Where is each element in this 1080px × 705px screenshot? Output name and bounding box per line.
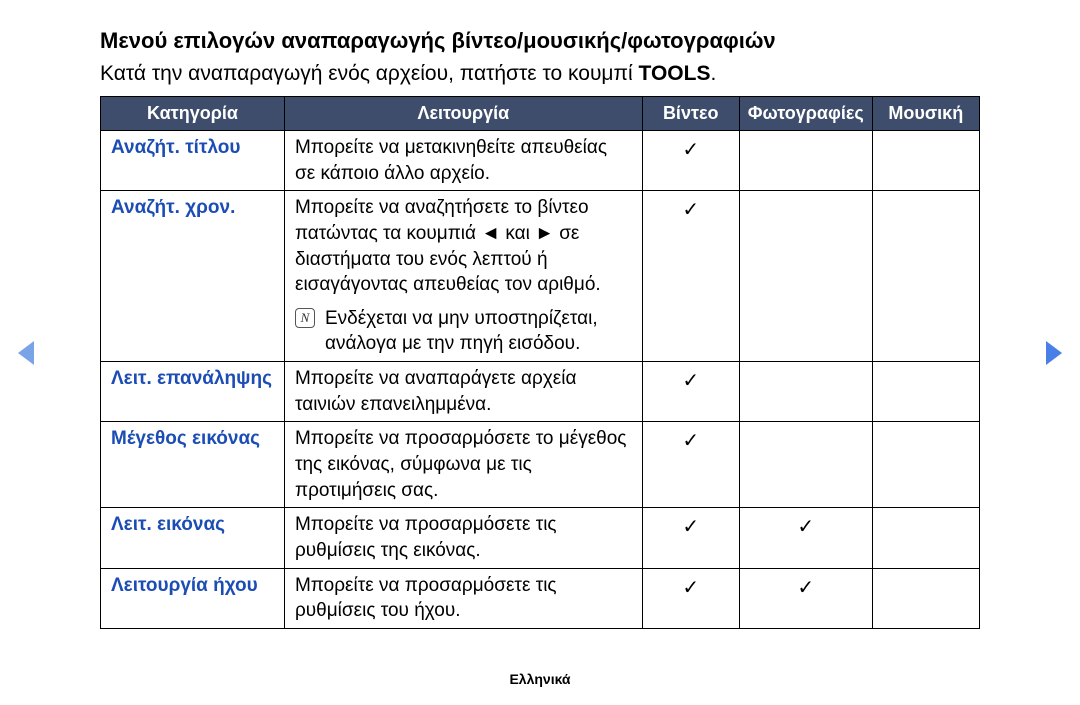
note-icon: N [295, 308, 315, 328]
music-cell [872, 191, 979, 362]
page-content: Μενού επιλογών αναπαραγωγής βίντεο/μουσι… [0, 0, 1080, 629]
function-desc: Μπορείτε να προσαρμόσετε τις ρυθμίσεις τ… [295, 512, 632, 563]
check-icon: ✓ [682, 577, 699, 599]
music-cell [872, 131, 979, 191]
function-desc: Μπορείτε να προσαρμόσετε τις ρυθμίσεις τ… [295, 573, 632, 624]
table-row: Λειτ. εικόναςΜπορείτε να προσαρμόσετε τι… [101, 508, 980, 568]
table-row: Αναζήτ. τίτλουΜπορείτε να μετακινηθείτε … [101, 131, 980, 191]
subtitle-tools: TOOLS [639, 62, 711, 85]
note-row: N Ενδέχεται να μην υποστηρίζεται, ανάλογα… [295, 306, 632, 357]
video-cell: ✓ [642, 362, 739, 422]
function-desc: Μπορείτε να μετακινηθείτε απευθείας σε κ… [295, 135, 632, 186]
subtitle-pre: Κατά την αναπαραγωγή ενός αρχείου, πατήσ… [100, 62, 639, 85]
function-cell: Μπορείτε να προσαρμόσετε τις ρυθμίσεις τ… [284, 568, 642, 628]
table-row: Λειτ. επανάληψηςΜπορείτε να αναπαράγετε … [101, 362, 980, 422]
category-cell: Λειτουργία ήχου [101, 568, 285, 628]
function-cell: Μπορείτε να προσαρμόσετε τις ρυθμίσεις τ… [284, 508, 642, 568]
table-body: Αναζήτ. τίτλουΜπορείτε να μετακινηθείτε … [101, 131, 980, 629]
check-icon: ✓ [682, 370, 699, 392]
function-cell: Μπορείτε να προσαρμόσετε το μέγεθος της … [284, 422, 642, 508]
photos-cell: ✓ [739, 508, 872, 568]
music-cell [872, 422, 979, 508]
video-cell: ✓ [642, 508, 739, 568]
category-cell: Αναζήτ. χρον. [101, 191, 285, 362]
nav-prev-icon[interactable] [18, 341, 34, 365]
photos-cell [739, 422, 872, 508]
nav-next-icon[interactable] [1046, 341, 1062, 365]
photos-cell [739, 131, 872, 191]
function-desc: Μπορείτε να προσαρμόσετε το μέγεθος της … [295, 426, 632, 503]
check-icon: ✓ [797, 577, 814, 599]
page-title: Μενού επιλογών αναπαραγωγής βίντεο/μουσι… [100, 28, 980, 54]
check-icon: ✓ [797, 516, 814, 538]
footer-language: Ελληνικά [0, 671, 1080, 687]
photos-cell [739, 362, 872, 422]
col-photos: Φωτογραφίες [739, 97, 872, 131]
function-cell: Μπορείτε να αναζητήσετε το βίντεο πατώντ… [284, 191, 642, 362]
video-cell: ✓ [642, 568, 739, 628]
check-icon: ✓ [682, 516, 699, 538]
page-subtitle: Κατά την αναπαραγωγή ενός αρχείου, πατήσ… [100, 62, 980, 86]
video-cell: ✓ [642, 191, 739, 362]
table-row: Λειτουργία ήχουΜπορείτε να προσαρμόσετε … [101, 568, 980, 628]
options-table: Κατηγορία Λειτουργία Βίντεο Φωτογραφίες … [100, 96, 980, 629]
table-header-row: Κατηγορία Λειτουργία Βίντεο Φωτογραφίες … [101, 97, 980, 131]
function-cell: Μπορείτε να αναπαράγετε αρχεία ταινιών ε… [284, 362, 642, 422]
col-video: Βίντεο [642, 97, 739, 131]
col-function: Λειτουργία [284, 97, 642, 131]
category-cell: Λειτ. επανάληψης [101, 362, 285, 422]
check-icon: ✓ [682, 139, 699, 161]
photos-cell: ✓ [739, 568, 872, 628]
photos-cell [739, 191, 872, 362]
music-cell [872, 362, 979, 422]
function-cell: Μπορείτε να μετακινηθείτε απευθείας σε κ… [284, 131, 642, 191]
music-cell [872, 508, 979, 568]
check-icon: ✓ [682, 430, 699, 452]
music-cell [872, 568, 979, 628]
function-desc: Μπορείτε να αναζητήσετε το βίντεο πατώντ… [295, 195, 632, 298]
category-cell: Μέγεθος εικόνας [101, 422, 285, 508]
col-category: Κατηγορία [101, 97, 285, 131]
note-text: Ενδέχεται να μην υποστηρίζεται, ανάλογα … [325, 306, 632, 357]
col-music: Μουσική [872, 97, 979, 131]
category-cell: Αναζήτ. τίτλου [101, 131, 285, 191]
video-cell: ✓ [642, 131, 739, 191]
function-desc: Μπορείτε να αναπαράγετε αρχεία ταινιών ε… [295, 366, 632, 417]
category-cell: Λειτ. εικόνας [101, 508, 285, 568]
table-row: Μέγεθος εικόναςΜπορείτε να προσαρμόσετε … [101, 422, 980, 508]
check-icon: ✓ [682, 199, 699, 221]
video-cell: ✓ [642, 422, 739, 508]
subtitle-post: . [710, 62, 716, 85]
table-row: Αναζήτ. χρον.Μπορείτε να αναζητήσετε το … [101, 191, 980, 362]
